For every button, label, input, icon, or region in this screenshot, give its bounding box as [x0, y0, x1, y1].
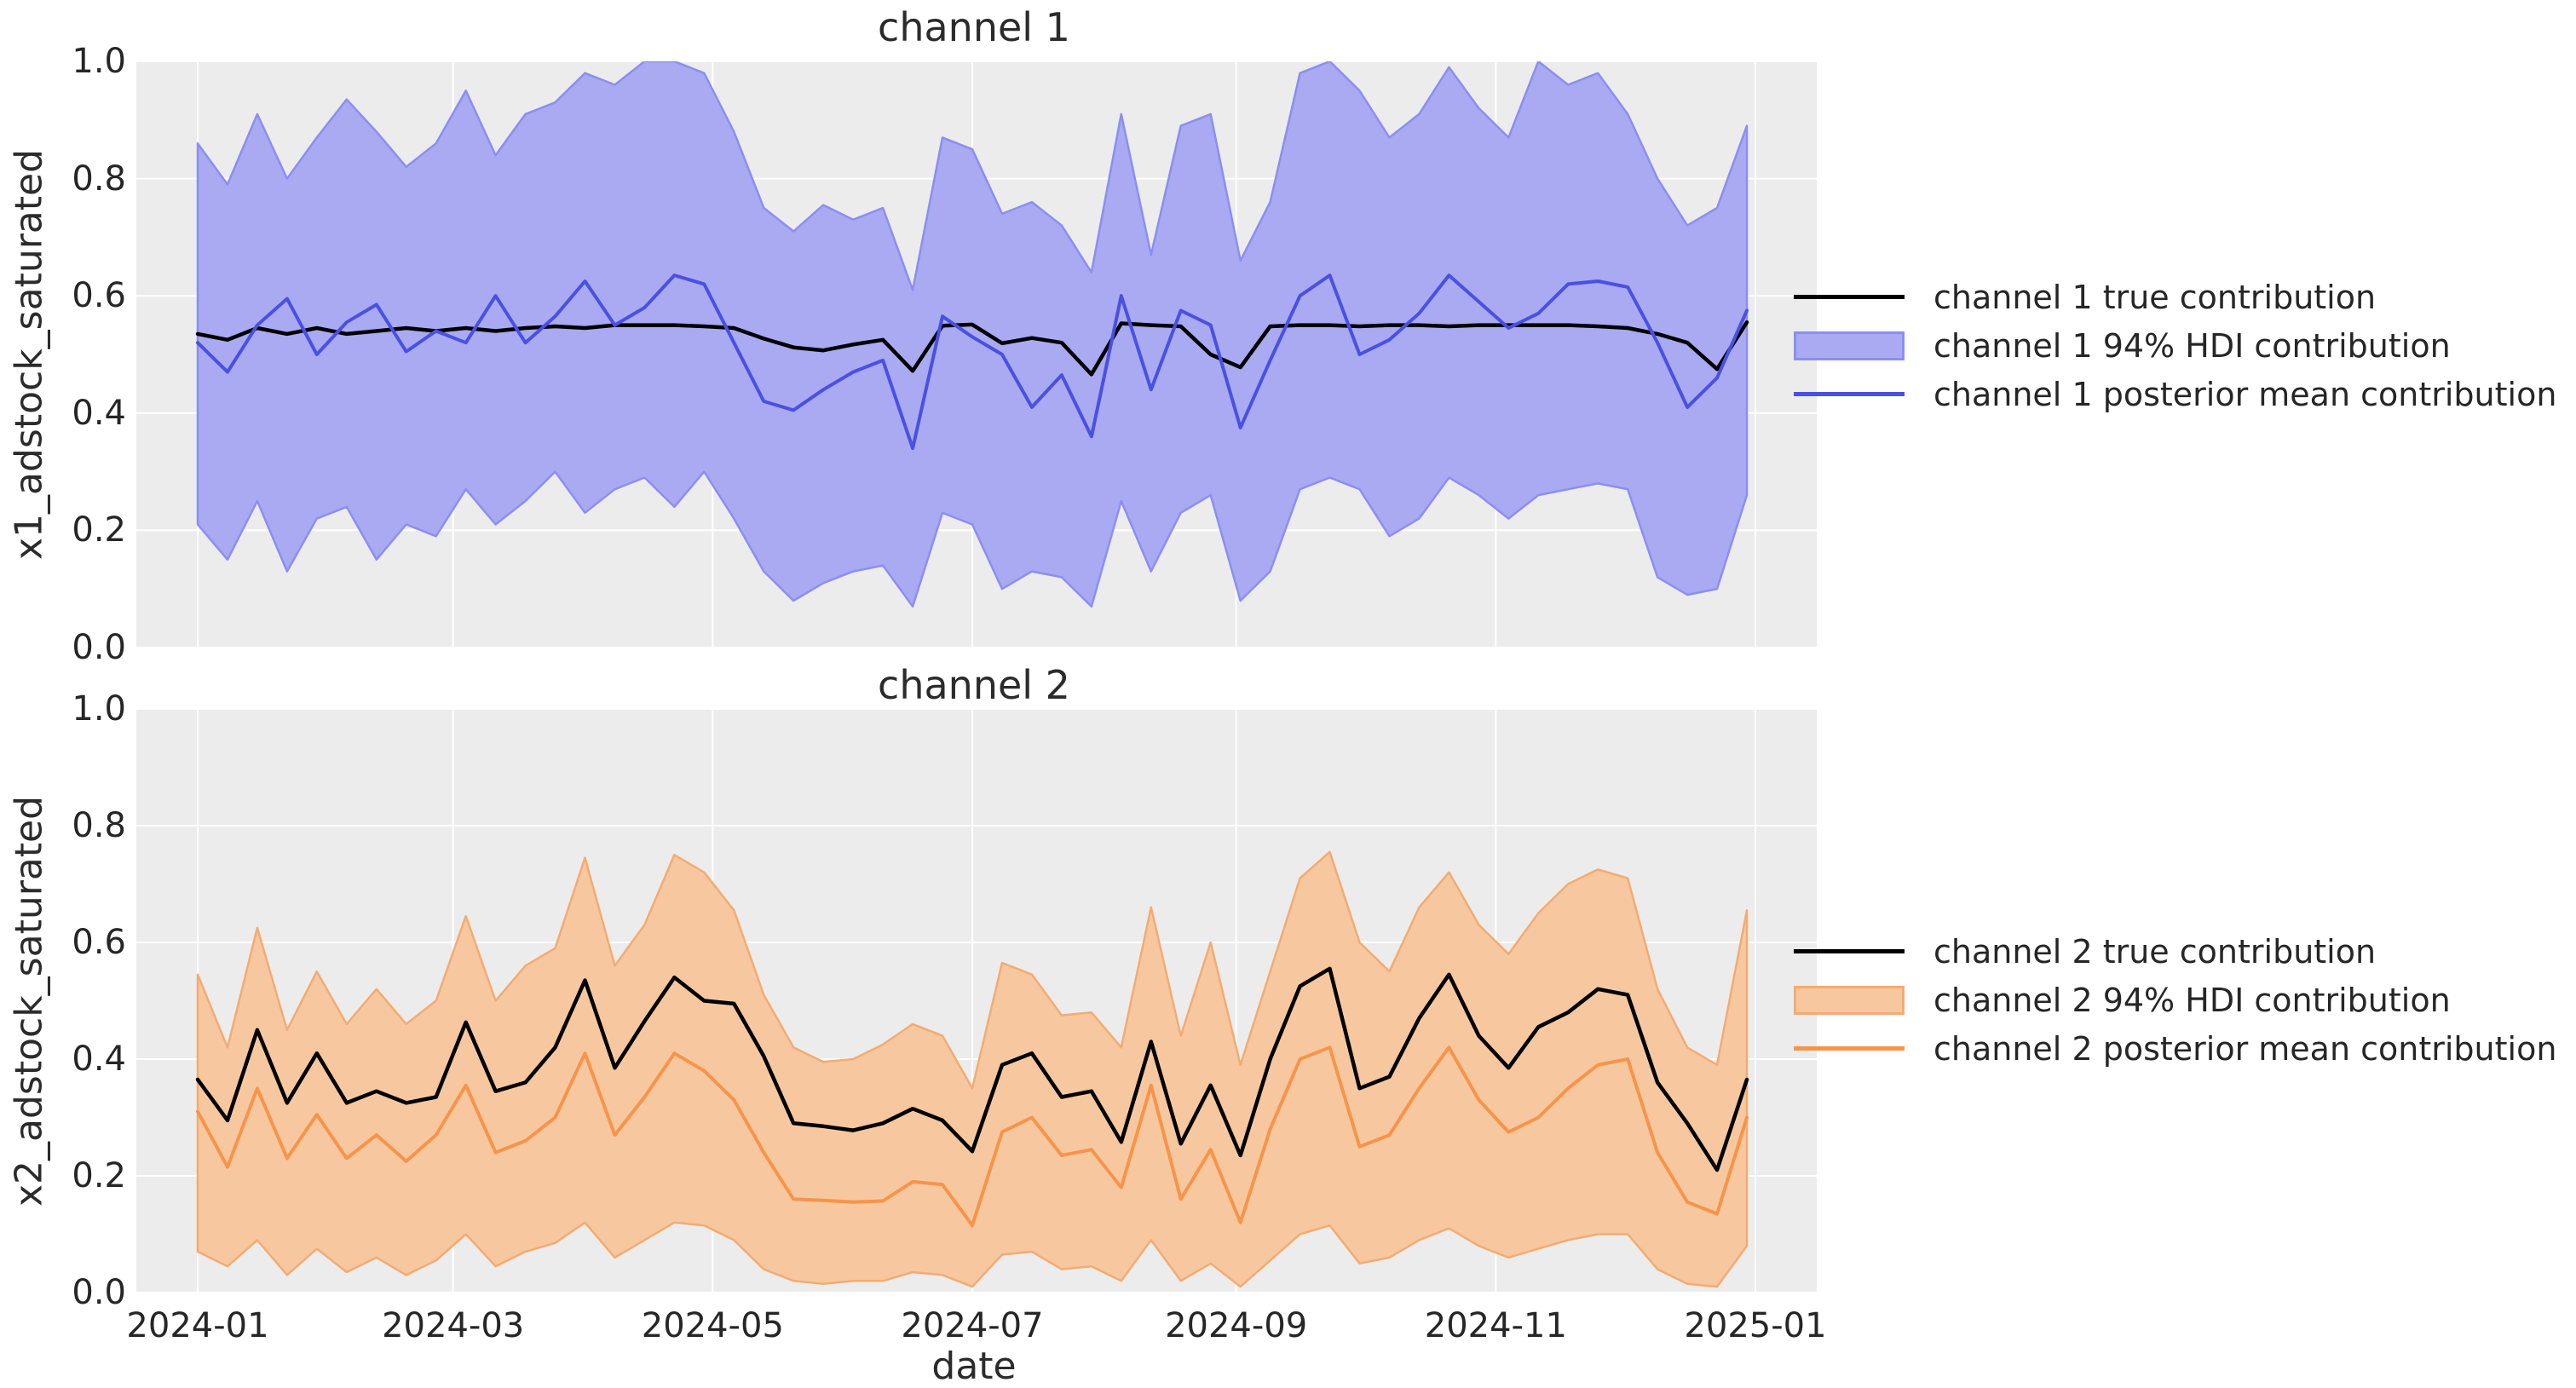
subplot1-title: channel 1	[878, 4, 1070, 50]
ax1-svg	[136, 61, 1817, 648]
y-tick-label: 0.8	[72, 158, 126, 199]
true-contribution-line	[195, 320, 1749, 377]
legend-line-swatch	[1794, 1046, 1905, 1051]
legend-line-swatch	[1794, 295, 1905, 299]
legend-label: channel 2 94% HDI contribution	[1933, 981, 2451, 1019]
legend-row: channel 1 posterior mean contribution	[1794, 370, 2556, 418]
x-tick-label: 2024-03	[382, 1306, 525, 1345]
y-tick-label: 0.6	[72, 923, 126, 962]
y-tick-label: 0.2	[72, 510, 126, 550]
subplot2-title: channel 2	[878, 662, 1070, 708]
hdi-band	[196, 850, 1749, 1288]
x-tick-label: 2024-11	[1424, 1306, 1567, 1345]
x-tick-label: 2024-01	[126, 1306, 269, 1345]
legend-row: channel 1 true contribution	[1794, 273, 2376, 321]
legend-label: channel 2 true contribution	[1933, 932, 2377, 970]
y-tick-label: 1.0	[72, 689, 126, 729]
x-tick-label: 2024-07	[901, 1306, 1044, 1345]
subplot2-ylabel: x2_adstock_saturated	[7, 795, 51, 1207]
true-contribution-line	[195, 966, 1749, 1172]
legend-label: channel 1 94% HDI contribution	[1933, 326, 2451, 365]
y-tick-label: 0.4	[72, 1040, 126, 1079]
ax2-svg	[136, 709, 1817, 1293]
subplot1-ylabel: x1_adstock_saturated	[7, 148, 51, 561]
legend-row: channel 2 posterior mean contribution	[1794, 1024, 2556, 1073]
y-tick-label: 0.2	[72, 1156, 126, 1195]
subplot1-plot-area	[136, 61, 1817, 648]
legend-line-swatch	[1794, 949, 1905, 953]
posterior-mean-line	[196, 274, 1749, 451]
x-axis-label: date	[931, 1345, 1017, 1388]
y-tick-label: 0.0	[72, 628, 126, 667]
x-tick-label: 2024-05	[641, 1306, 784, 1345]
legend-band-swatch	[1794, 331, 1905, 360]
hdi-band	[196, 61, 1749, 608]
legend-label: channel 1 posterior mean contribution	[1933, 375, 2557, 413]
legend-label: channel 2 posterior mean contribution	[1933, 1029, 2557, 1068]
y-tick-label: 0.8	[72, 806, 126, 845]
y-tick-label: 1.0	[72, 42, 126, 81]
posterior-mean-line	[196, 1045, 1749, 1228]
y-tick-label: 0.6	[72, 276, 126, 316]
legend-line-swatch	[1794, 392, 1905, 396]
x-tick-label: 2024-09	[1165, 1306, 1308, 1345]
x-tick-label: 2025-01	[1684, 1306, 1827, 1345]
legend-row: channel 1 94% HDI contribution	[1794, 321, 2451, 370]
y-tick-label: 0.4	[72, 393, 126, 433]
legend-row: channel 2 true contribution	[1794, 927, 2376, 976]
subplot2-plot-area	[136, 709, 1817, 1293]
legend-row: channel 2 94% HDI contribution	[1794, 976, 2451, 1024]
legend-band-swatch	[1794, 985, 1905, 1015]
y-tick-label: 0.0	[72, 1273, 126, 1312]
legend-label: channel 1 true contribution	[1933, 278, 2377, 316]
